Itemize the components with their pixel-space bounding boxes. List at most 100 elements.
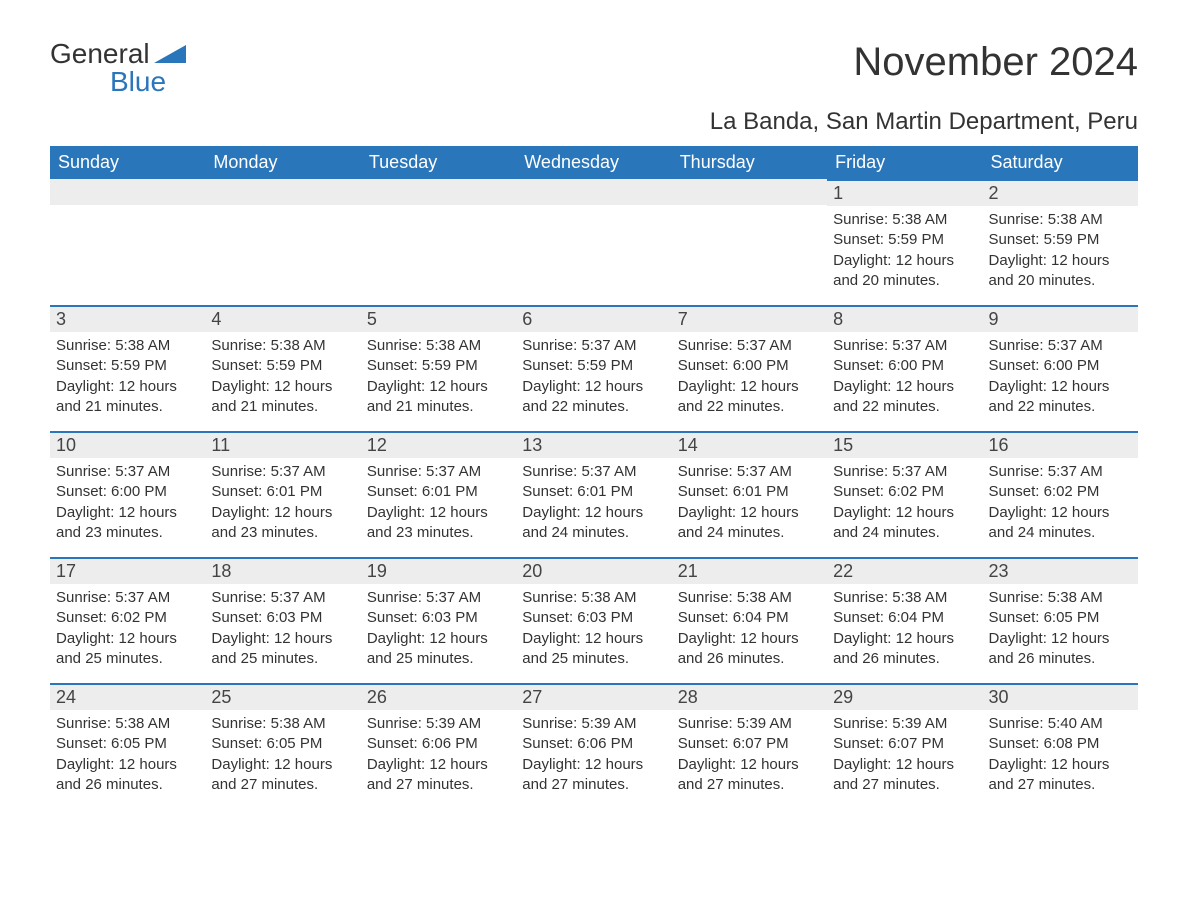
calendar-day-cell: 21Sunrise: 5:38 AMSunset: 6:04 PMDayligh… — [672, 557, 827, 683]
sunrise-line: Sunrise: 5:37 AM — [833, 336, 976, 356]
calendar-day-cell: 11Sunrise: 5:37 AMSunset: 6:01 PMDayligh… — [205, 431, 360, 557]
sunrise-line: Sunrise: 5:37 AM — [678, 336, 821, 356]
weekday-header: Wednesday — [516, 146, 671, 179]
sunset-line: Sunset: 5:59 PM — [367, 356, 510, 376]
calendar-day-cell: 6Sunrise: 5:37 AMSunset: 5:59 PMDaylight… — [516, 305, 671, 431]
calendar-day-cell: 29Sunrise: 5:39 AMSunset: 6:07 PMDayligh… — [827, 683, 982, 809]
daylight-line: Daylight: 12 hours and 21 minutes. — [56, 377, 199, 418]
day-number: 25 — [205, 683, 360, 710]
sunrise-line: Sunrise: 5:37 AM — [833, 462, 976, 482]
header: General Blue November 2024 — [50, 40, 1138, 96]
day-details: Sunrise: 5:38 AMSunset: 6:04 PMDaylight:… — [672, 584, 827, 669]
day-details: Sunrise: 5:37 AMSunset: 6:01 PMDaylight:… — [361, 458, 516, 543]
calendar-day-cell: 2Sunrise: 5:38 AMSunset: 5:59 PMDaylight… — [983, 179, 1138, 305]
day-details: Sunrise: 5:37 AMSunset: 6:00 PMDaylight:… — [827, 332, 982, 417]
daylight-line: Daylight: 12 hours and 27 minutes. — [367, 755, 510, 796]
day-number: 6 — [516, 305, 671, 332]
day-number: 7 — [672, 305, 827, 332]
daylight-line: Daylight: 12 hours and 25 minutes. — [367, 629, 510, 670]
sunrise-line: Sunrise: 5:39 AM — [833, 714, 976, 734]
sunset-line: Sunset: 6:06 PM — [367, 734, 510, 754]
calendar-day-cell — [672, 179, 827, 305]
sunset-line: Sunset: 6:07 PM — [678, 734, 821, 754]
calendar-day-cell: 16Sunrise: 5:37 AMSunset: 6:02 PMDayligh… — [983, 431, 1138, 557]
location-subtitle: La Banda, San Martin Department, Peru — [50, 108, 1138, 136]
calendar-day-cell: 27Sunrise: 5:39 AMSunset: 6:06 PMDayligh… — [516, 683, 671, 809]
day-details: Sunrise: 5:37 AMSunset: 6:02 PMDaylight:… — [827, 458, 982, 543]
sunrise-line: Sunrise: 5:40 AM — [989, 714, 1132, 734]
day-details: Sunrise: 5:37 AMSunset: 6:00 PMDaylight:… — [672, 332, 827, 417]
day-details: Sunrise: 5:37 AMSunset: 6:00 PMDaylight:… — [50, 458, 205, 543]
day-number: 14 — [672, 431, 827, 458]
calendar-day-cell — [205, 179, 360, 305]
day-number: 28 — [672, 683, 827, 710]
sunrise-line: Sunrise: 5:37 AM — [367, 588, 510, 608]
weekday-header: Friday — [827, 146, 982, 179]
sunrise-line: Sunrise: 5:39 AM — [522, 714, 665, 734]
sunrise-line: Sunrise: 5:37 AM — [211, 462, 354, 482]
calendar-day-cell: 10Sunrise: 5:37 AMSunset: 6:00 PMDayligh… — [50, 431, 205, 557]
day-number: 17 — [50, 557, 205, 584]
sunrise-line: Sunrise: 5:38 AM — [211, 714, 354, 734]
day-number — [361, 179, 516, 205]
day-number: 8 — [827, 305, 982, 332]
daylight-line: Daylight: 12 hours and 22 minutes. — [833, 377, 976, 418]
sunset-line: Sunset: 6:07 PM — [833, 734, 976, 754]
sunrise-line: Sunrise: 5:37 AM — [56, 588, 199, 608]
day-number — [672, 179, 827, 205]
daylight-line: Daylight: 12 hours and 25 minutes. — [211, 629, 354, 670]
calendar-day-cell: 9Sunrise: 5:37 AMSunset: 6:00 PMDaylight… — [983, 305, 1138, 431]
daylight-line: Daylight: 12 hours and 22 minutes. — [678, 377, 821, 418]
day-details: Sunrise: 5:38 AMSunset: 6:04 PMDaylight:… — [827, 584, 982, 669]
sunrise-line: Sunrise: 5:38 AM — [678, 588, 821, 608]
sunset-line: Sunset: 6:00 PM — [678, 356, 821, 376]
calendar-day-cell: 12Sunrise: 5:37 AMSunset: 6:01 PMDayligh… — [361, 431, 516, 557]
daylight-line: Daylight: 12 hours and 24 minutes. — [522, 503, 665, 544]
sunrise-line: Sunrise: 5:38 AM — [56, 336, 199, 356]
sunset-line: Sunset: 6:03 PM — [211, 608, 354, 628]
day-details: Sunrise: 5:40 AMSunset: 6:08 PMDaylight:… — [983, 710, 1138, 795]
day-details: Sunrise: 5:37 AMSunset: 5:59 PMDaylight:… — [516, 332, 671, 417]
sunrise-line: Sunrise: 5:38 AM — [522, 588, 665, 608]
sunset-line: Sunset: 6:01 PM — [367, 482, 510, 502]
day-details: Sunrise: 5:37 AMSunset: 6:03 PMDaylight:… — [205, 584, 360, 669]
day-number: 27 — [516, 683, 671, 710]
daylight-line: Daylight: 12 hours and 23 minutes. — [56, 503, 199, 544]
daylight-line: Daylight: 12 hours and 27 minutes. — [678, 755, 821, 796]
sunrise-line: Sunrise: 5:37 AM — [989, 336, 1132, 356]
sunrise-line: Sunrise: 5:37 AM — [522, 336, 665, 356]
day-number: 9 — [983, 305, 1138, 332]
calendar-day-cell: 1Sunrise: 5:38 AMSunset: 5:59 PMDaylight… — [827, 179, 982, 305]
day-details: Sunrise: 5:38 AMSunset: 5:59 PMDaylight:… — [205, 332, 360, 417]
daylight-line: Daylight: 12 hours and 22 minutes. — [522, 377, 665, 418]
calendar-day-cell — [361, 179, 516, 305]
calendar-day-cell: 26Sunrise: 5:39 AMSunset: 6:06 PMDayligh… — [361, 683, 516, 809]
sunset-line: Sunset: 6:03 PM — [522, 608, 665, 628]
daylight-line: Daylight: 12 hours and 23 minutes. — [211, 503, 354, 544]
sunset-line: Sunset: 6:00 PM — [989, 356, 1132, 376]
daylight-line: Daylight: 12 hours and 26 minutes. — [56, 755, 199, 796]
sunset-line: Sunset: 6:02 PM — [56, 608, 199, 628]
day-details: Sunrise: 5:38 AMSunset: 5:59 PMDaylight:… — [827, 206, 982, 291]
day-details: Sunrise: 5:38 AMSunset: 5:59 PMDaylight:… — [983, 206, 1138, 291]
day-number — [205, 179, 360, 205]
calendar-table: Sunday Monday Tuesday Wednesday Thursday… — [50, 146, 1138, 809]
calendar-day-cell: 13Sunrise: 5:37 AMSunset: 6:01 PMDayligh… — [516, 431, 671, 557]
calendar-day-cell: 24Sunrise: 5:38 AMSunset: 6:05 PMDayligh… — [50, 683, 205, 809]
sunrise-line: Sunrise: 5:38 AM — [211, 336, 354, 356]
calendar-week-row: 3Sunrise: 5:38 AMSunset: 5:59 PMDaylight… — [50, 305, 1138, 431]
calendar-week-row: 17Sunrise: 5:37 AMSunset: 6:02 PMDayligh… — [50, 557, 1138, 683]
daylight-line: Daylight: 12 hours and 24 minutes. — [678, 503, 821, 544]
logo-text-blue: Blue — [110, 66, 166, 97]
sunset-line: Sunset: 6:01 PM — [678, 482, 821, 502]
sunset-line: Sunset: 6:01 PM — [522, 482, 665, 502]
sunset-line: Sunset: 6:02 PM — [989, 482, 1132, 502]
calendar-day-cell: 8Sunrise: 5:37 AMSunset: 6:00 PMDaylight… — [827, 305, 982, 431]
day-number: 5 — [361, 305, 516, 332]
weekday-header: Sunday — [50, 146, 205, 179]
calendar-day-cell: 7Sunrise: 5:37 AMSunset: 6:00 PMDaylight… — [672, 305, 827, 431]
day-number: 21 — [672, 557, 827, 584]
calendar-day-cell: 30Sunrise: 5:40 AMSunset: 6:08 PMDayligh… — [983, 683, 1138, 809]
sunrise-line: Sunrise: 5:38 AM — [833, 588, 976, 608]
logo-triangle-icon — [154, 45, 186, 63]
